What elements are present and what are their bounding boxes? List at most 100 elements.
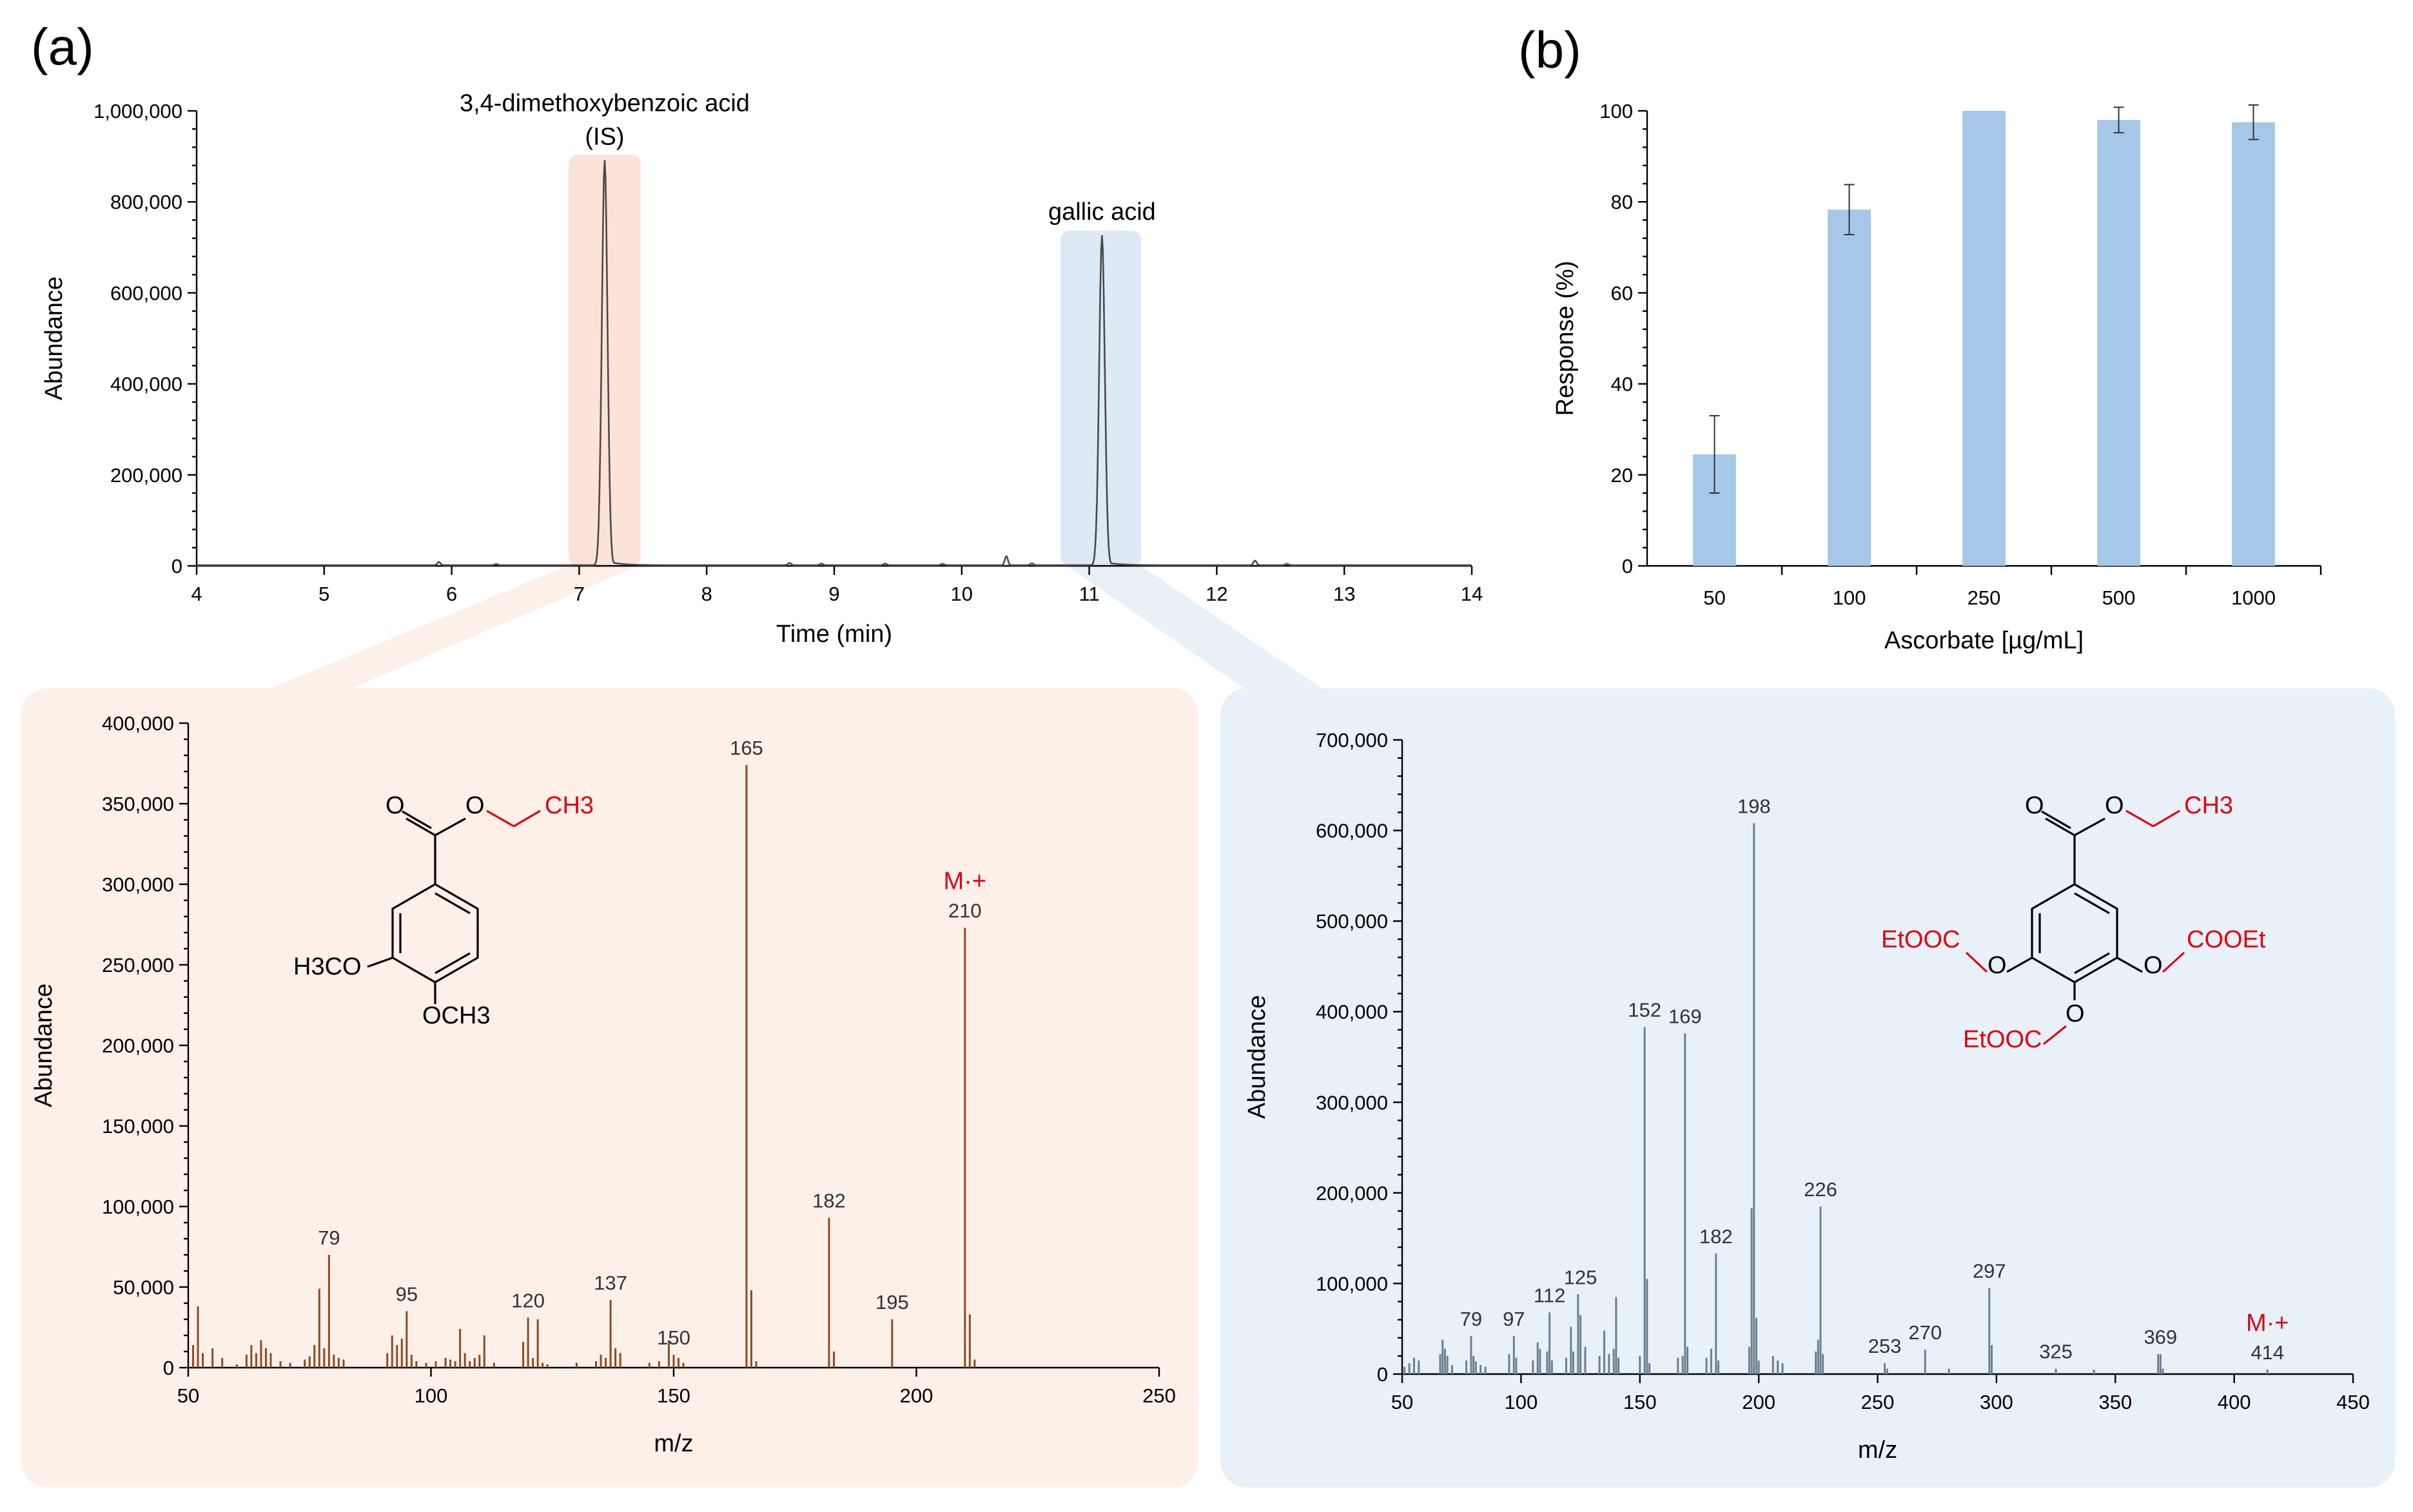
- ms_is-x-tick-label: 150: [657, 1384, 690, 1407]
- ms_ga-y-tick-label: 300,000: [1316, 1091, 1388, 1114]
- zoom-connector-is: [271, 566, 638, 688]
- molecular-ion-label: M·+: [944, 868, 987, 895]
- resp-x-tick-label: 250: [1968, 586, 2001, 609]
- ms-peak-label: 198: [1737, 795, 1771, 817]
- chrom-x-tick-label: 4: [191, 583, 202, 605]
- resp-y-tick-label: 20: [1611, 464, 1633, 487]
- ester-o-ga: O: [2105, 792, 2124, 819]
- ms-peak-label: 79: [1460, 1308, 1482, 1330]
- ms_ga-x-tick-label: 450: [2336, 1391, 2370, 1413]
- chrom-x-tick-label: 7: [574, 583, 585, 605]
- chrom-x-tick-label: 14: [1461, 583, 1483, 605]
- chrom-x-tick-label: 11: [1079, 583, 1100, 605]
- ms_ga-y-tick-label: 700,000: [1316, 729, 1388, 751]
- response-bar: [2232, 122, 2275, 566]
- ms-peak-label: 270: [1908, 1321, 1942, 1344]
- chrom-x-tick-label: 8: [701, 583, 712, 605]
- methoxy-meta: H3CO: [293, 953, 362, 980]
- methoxy-para: OCH3: [422, 1002, 491, 1029]
- ms_is-y-tick-label: 100,000: [102, 1196, 174, 1218]
- ms_is-y-tick-label: 300,000: [102, 873, 174, 896]
- ms-peak-label: 95: [396, 1283, 418, 1306]
- ms_ga-y-tick-label: 100,000: [1316, 1272, 1388, 1295]
- chrom-x-tick-label: 9: [828, 583, 839, 605]
- panel-label-b: (b): [1518, 21, 1581, 79]
- resp-x-tick-label: 50: [1703, 586, 1725, 609]
- resp-y-tick-label: 0: [1622, 555, 1633, 577]
- chrom-y-tick-label: 800,000: [110, 191, 182, 213]
- ether-o-bottom: O: [2066, 1000, 2085, 1027]
- ms_is-x-tick-label: 50: [177, 1384, 199, 1407]
- ms-peak-label: 182: [812, 1190, 846, 1212]
- resp-x-tick-label: 100: [1833, 586, 1866, 609]
- ms-right-background: [1220, 688, 2395, 1488]
- response-bar: [2097, 120, 2140, 566]
- chrom-x-tick-label: 6: [446, 583, 457, 605]
- ms-peak-label: 169: [1668, 1005, 1702, 1027]
- ms_ga-x-tick-label: 200: [1742, 1391, 1775, 1413]
- resp-x-label: Ascorbate [µg/mL]: [1884, 627, 2084, 654]
- chromatogram-trace: [197, 160, 1472, 567]
- chromatogram-chart: 0 200,000 400,000 600,000 800,000 1,000,000 4 5…: [41, 90, 1483, 648]
- ms_is-y-tick-label: 400,000: [102, 712, 174, 735]
- ms-peak-label: 120: [511, 1290, 545, 1312]
- chrom-x-tick-label: 13: [1333, 583, 1355, 605]
- resp-x-tick-label: 1000: [2231, 586, 2276, 609]
- ms-ga-spectrum: 0 100,000 200,000 300,000 400,000 500,000 600,…: [1244, 729, 2370, 1464]
- chrom-x-label: Time (min): [776, 621, 892, 648]
- ms-peak-label: 152: [1628, 999, 1661, 1022]
- ms_ga-x-tick-label: 300: [1980, 1391, 2013, 1413]
- resp-y-label: Response (%): [1552, 261, 1579, 416]
- ester-o: O: [465, 792, 485, 819]
- ms_is-y-tick-label: 350,000: [102, 793, 174, 815]
- chrom-y-tick-label: 1,000,000: [93, 100, 182, 122]
- ms-peak-label: 297: [1973, 1259, 2006, 1282]
- chrom-y-tick-label: 400,000: [110, 373, 182, 396]
- ms_ga-y-tick-label: 500,000: [1316, 910, 1388, 933]
- ether-o-right: O: [2144, 952, 2163, 979]
- ms_is-x-tick-label: 100: [415, 1384, 448, 1407]
- ms_ga-y-tick-label: 400,000: [1316, 1001, 1388, 1023]
- ms_is-x-label: m/z: [654, 1430, 693, 1457]
- structure-ga: O O CH3 O O O EtOOC COOEt EtOOC: [1881, 792, 2266, 1053]
- ms_is-y-label: Abundance: [30, 984, 57, 1107]
- ms_ga-y-tick-label: 200,000: [1316, 1182, 1388, 1205]
- resp-y-tick-label: 80: [1611, 191, 1633, 213]
- ms_ga-x-label: m/z: [1858, 1437, 1897, 1464]
- ms-peak-label: 150: [657, 1326, 690, 1349]
- ms-peak-label: 325: [2039, 1341, 2073, 1363]
- is-peak-highlight: [569, 155, 641, 566]
- carbonyl-o-ga: O: [2025, 792, 2044, 819]
- resp-x-tick-label: 500: [2102, 586, 2136, 609]
- ms-peak-label: 414: [2251, 1341, 2284, 1364]
- carbonyl-o: O: [386, 792, 405, 819]
- ms_ga-x-tick-label: 350: [2098, 1391, 2132, 1413]
- etooc-left: EtOOC: [1881, 926, 1960, 953]
- response-bar: [1828, 209, 1871, 566]
- ms_ga-x-tick-label: 100: [1505, 1391, 1538, 1413]
- molecular-ion-label: M·+: [2246, 1310, 2289, 1337]
- ethyl-ch3-ga: CH3: [2184, 792, 2233, 819]
- ms_ga-y-label: Abundance: [1244, 995, 1271, 1119]
- zoom-connector-ga: [1067, 566, 1322, 688]
- ms-peak-label: 226: [1804, 1178, 1837, 1201]
- chrom-x-tick-label: 5: [318, 583, 329, 605]
- ms_ga-x-tick-label: 50: [1391, 1391, 1413, 1413]
- ms-peak-label: 182: [1699, 1225, 1733, 1248]
- ms-peak-label: 97: [1503, 1308, 1525, 1330]
- ether-o-left: O: [1988, 952, 2007, 979]
- structure-is: O O CH3 H3CO OCH3: [293, 792, 594, 1029]
- ms_ga-x-tick-label: 400: [2218, 1391, 2251, 1413]
- ms-is-spectrum: 0 50,000 100,000 150,000 200,000 250,000 300,0…: [30, 712, 1176, 1457]
- ms-peak-label: 195: [875, 1291, 909, 1313]
- resp-y-tick-label: 40: [1611, 373, 1633, 396]
- chrom-x-tick-label: 10: [951, 583, 973, 605]
- ms-left-background: [21, 688, 1198, 1488]
- ms_is-y-tick-label: 150,000: [102, 1115, 174, 1138]
- ms_is-y-tick-label: 200,000: [102, 1034, 174, 1057]
- response-bar-chart: 0 20 40 60 80 100 Ascorbate [µg/mL] Response (%…: [1552, 100, 2322, 654]
- chrom-y-tick-label: 0: [171, 555, 182, 577]
- response-bar: [1962, 111, 2006, 566]
- ms-peak-label: 253: [1868, 1335, 1902, 1357]
